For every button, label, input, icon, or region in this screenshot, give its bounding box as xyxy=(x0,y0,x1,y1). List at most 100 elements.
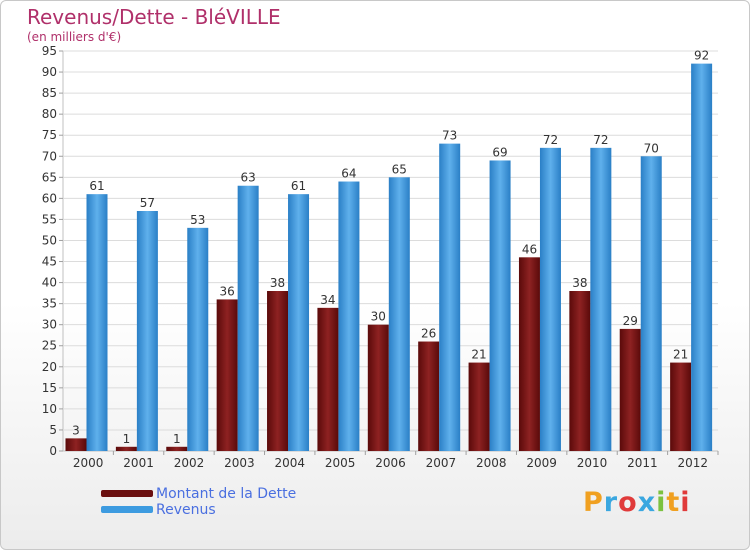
y-tick-label: 50 xyxy=(42,233,57,247)
y-tick-label: 80 xyxy=(42,107,57,121)
bar-revenue xyxy=(338,181,360,452)
legend-swatch-debt xyxy=(101,490,153,497)
data-label-debt: 38 xyxy=(572,276,587,290)
x-tick-label: 2000 xyxy=(73,456,104,470)
legend-label-debt: Montant de la Dette xyxy=(156,486,297,502)
x-tick-label: 2006 xyxy=(375,456,406,470)
logo-letter: P xyxy=(583,487,604,518)
proxiti-logo: Proxiti xyxy=(583,487,691,518)
logo-letter: r xyxy=(603,487,619,518)
y-tick-label: 15 xyxy=(42,381,57,395)
bar-revenue xyxy=(439,143,461,451)
x-tick-label: 2008 xyxy=(476,456,507,470)
data-label-revenue: 92 xyxy=(694,49,709,63)
x-tick-label: 2004 xyxy=(274,456,305,470)
data-label-revenue: 72 xyxy=(593,133,608,147)
logo-letter: x xyxy=(637,487,657,518)
y-tick-label: 35 xyxy=(42,297,57,311)
chart-title: Revenus/Dette - BléVILLE xyxy=(27,5,281,29)
bar-debt xyxy=(468,362,490,451)
data-label-revenue: 57 xyxy=(140,196,155,210)
data-label-revenue: 61 xyxy=(89,179,104,193)
bar-revenue xyxy=(86,194,108,451)
y-tick-label: 5 xyxy=(49,423,57,437)
data-label-debt: 34 xyxy=(320,293,335,307)
x-tick-label: 2002 xyxy=(174,456,205,470)
y-tick-label: 85 xyxy=(42,86,57,100)
data-label-debt: 30 xyxy=(371,310,386,324)
legend-swatch-revenue xyxy=(101,506,153,513)
bar-revenue xyxy=(288,194,310,451)
bar-revenue xyxy=(590,147,612,451)
data-label-debt: 3 xyxy=(72,423,80,437)
x-tick-label: 2011 xyxy=(627,456,658,470)
data-label-debt: 26 xyxy=(421,327,436,341)
logo-letter: i xyxy=(656,487,667,518)
data-label-revenue: 64 xyxy=(341,167,356,181)
data-label-revenue: 69 xyxy=(492,145,507,159)
x-tick-label: 2001 xyxy=(123,456,154,470)
x-tick-label: 2009 xyxy=(526,456,557,470)
y-tick-label: 30 xyxy=(42,318,57,332)
bar-debt xyxy=(418,341,440,451)
bar-revenue xyxy=(136,211,158,451)
chart-subtitle: (en milliers d'€) xyxy=(27,30,122,44)
bar-revenue xyxy=(388,177,410,451)
bar-revenue xyxy=(539,147,561,451)
bar-debt xyxy=(619,328,641,451)
bar-debt xyxy=(367,324,389,451)
bar-revenue xyxy=(187,227,209,451)
bar-revenue xyxy=(691,63,713,451)
bar-debt xyxy=(115,446,137,451)
logo-letter: i xyxy=(680,487,691,518)
y-tick-label: 40 xyxy=(42,276,57,290)
data-label-revenue: 63 xyxy=(241,171,256,185)
data-label-debt: 36 xyxy=(220,284,235,298)
y-tick-label: 10 xyxy=(42,402,57,416)
x-tick-label: 2007 xyxy=(426,456,457,470)
x-tick-label: 2003 xyxy=(224,456,255,470)
bar-debt xyxy=(216,299,238,451)
bar-revenue xyxy=(237,185,259,451)
x-tick-label: 2012 xyxy=(678,456,709,470)
data-label-debt: 46 xyxy=(522,242,537,256)
data-label-revenue: 65 xyxy=(392,162,407,176)
bar-debt xyxy=(166,446,188,451)
x-tick-label: 2010 xyxy=(577,456,608,470)
bar-debt xyxy=(267,291,289,451)
y-tick-label: 45 xyxy=(42,255,57,269)
data-label-debt: 21 xyxy=(673,348,688,362)
bar-revenue xyxy=(640,156,662,451)
data-label-revenue: 72 xyxy=(543,133,558,147)
y-tick-label: 60 xyxy=(42,191,57,205)
bar-revenue xyxy=(489,160,511,451)
y-tick-label: 65 xyxy=(42,170,57,184)
x-tick-label: 2005 xyxy=(325,456,356,470)
data-label-debt: 29 xyxy=(623,314,638,328)
y-tick-label: 0 xyxy=(49,444,57,458)
y-tick-label: 95 xyxy=(42,44,57,58)
data-label-revenue: 53 xyxy=(190,213,205,227)
data-label-debt: 1 xyxy=(173,432,181,446)
logo-letter: t xyxy=(666,487,681,518)
y-tick-label: 55 xyxy=(42,212,57,226)
bar-debt xyxy=(670,362,692,451)
y-tick-label: 90 xyxy=(42,65,57,79)
y-tick-label: 20 xyxy=(42,360,57,374)
bar-debt xyxy=(65,438,87,451)
data-label-debt: 1 xyxy=(123,432,131,446)
bar-debt xyxy=(518,257,540,451)
bar-debt xyxy=(569,291,591,451)
logo-letter: o xyxy=(618,487,638,518)
data-label-debt: 38 xyxy=(270,276,285,290)
bar-debt xyxy=(317,307,339,451)
data-label-revenue: 73 xyxy=(442,129,457,143)
data-label-revenue: 61 xyxy=(291,179,306,193)
data-label-revenue: 70 xyxy=(644,141,659,155)
y-tick-label: 25 xyxy=(42,339,57,353)
y-tick-label: 70 xyxy=(42,149,57,163)
data-label-debt: 21 xyxy=(471,348,486,362)
legend-label-revenue: Revenus xyxy=(156,502,216,518)
